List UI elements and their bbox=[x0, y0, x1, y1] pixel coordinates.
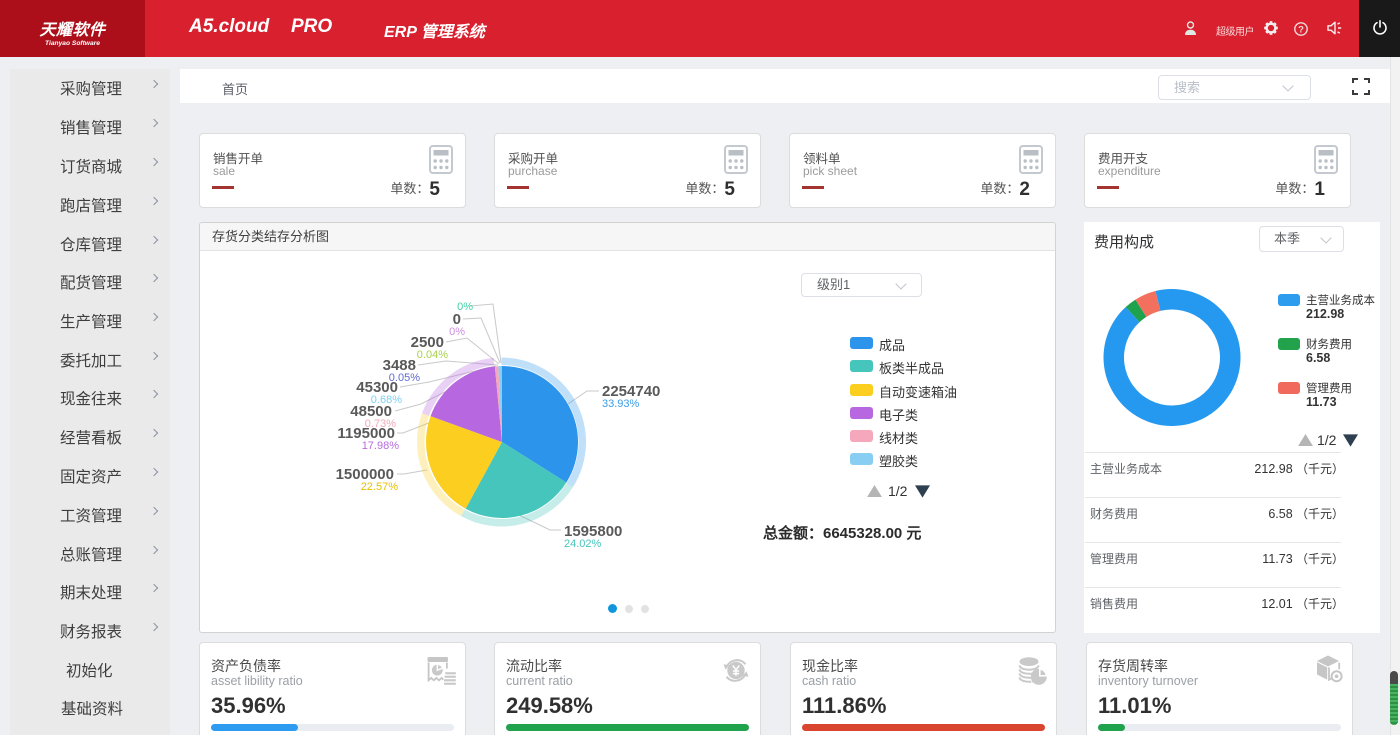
svg-text:1595800: 1595800 bbox=[564, 523, 622, 540]
svg-text:17.98%: 17.98% bbox=[362, 440, 400, 452]
svg-text:22.57%: 22.57% bbox=[361, 481, 399, 493]
svg-text:24.02%: 24.02% bbox=[564, 538, 602, 550]
svg-text:0%: 0% bbox=[457, 301, 473, 313]
svg-text:0.73%: 0.73% bbox=[365, 418, 396, 430]
svg-text:1500000: 1500000 bbox=[336, 466, 394, 483]
svg-text:0.04%: 0.04% bbox=[417, 349, 448, 361]
svg-text:0.68%: 0.68% bbox=[371, 394, 402, 406]
svg-text:0%: 0% bbox=[449, 326, 465, 338]
svg-text:1195000: 1195000 bbox=[337, 425, 395, 442]
svg-text:45300: 45300 bbox=[356, 379, 398, 396]
svg-text:2500: 2500 bbox=[411, 334, 444, 351]
svg-text:0: 0 bbox=[453, 311, 461, 328]
svg-text:?: ? bbox=[1298, 24, 1304, 35]
svg-text:0.05%: 0.05% bbox=[389, 372, 420, 384]
svg-text:33.93%: 33.93% bbox=[602, 398, 640, 410]
svg-text:2254740: 2254740 bbox=[602, 383, 660, 400]
svg-text:3488: 3488 bbox=[383, 357, 416, 374]
svg-text:48500: 48500 bbox=[350, 403, 392, 420]
